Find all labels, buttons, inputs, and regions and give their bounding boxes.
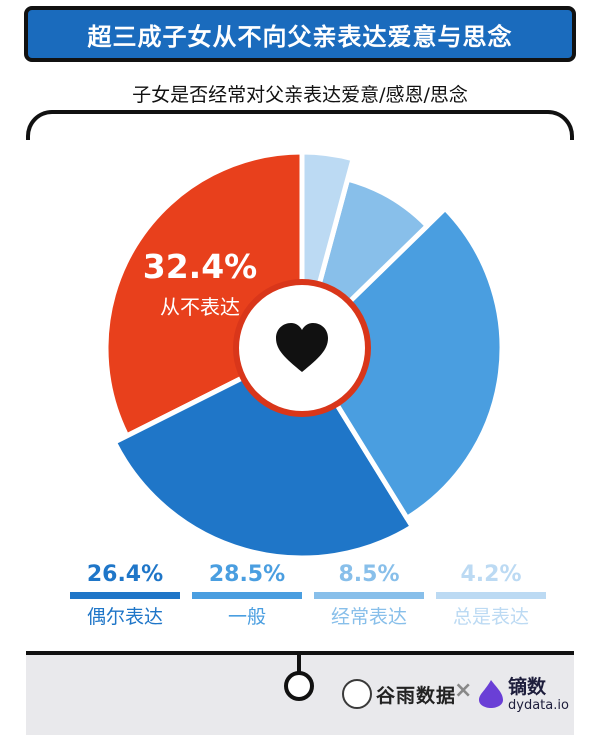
legend-swatch	[436, 592, 546, 599]
legend-swatch	[70, 592, 180, 599]
legend-value: 26.4%	[86, 562, 164, 587]
legend-label: 一般	[227, 606, 266, 628]
pie-chart: 32.4% 从不表达	[103, 149, 505, 560]
highlight-value: 32.4%	[143, 247, 258, 286]
legend-item: 8.5% 经常表达	[314, 560, 424, 629]
legend-label: 偶尔表达	[86, 606, 163, 628]
guyu-brand-name: 谷雨数据	[376, 684, 457, 707]
legend-value: 4.2%	[460, 562, 522, 587]
legend: 26.4% 偶尔表达 28.5% 一般 8.5% 经常表达 4.2% 总是表达	[0, 560, 600, 640]
page-title: 超三成子女从不向父亲表达爱意与思念	[87, 22, 513, 51]
guyu-brand: 谷雨数据	[342, 676, 456, 712]
frame-top-border	[26, 110, 574, 140]
brand-separator: ×	[454, 678, 473, 703]
dydata-brand: 镝数 dydata.io	[478, 672, 569, 716]
title-banner: 超三成子女从不向父亲表达爱意与思念	[24, 6, 576, 62]
highlight-label: 从不表达	[160, 295, 240, 319]
legend-item: 26.4% 偶尔表达	[70, 560, 180, 629]
footer-stem	[297, 655, 301, 673]
footer-divider	[26, 651, 574, 655]
chart-subtitle: 子女是否经常对父亲表达爱意/感恩/思念	[132, 84, 468, 106]
footer-ring	[284, 671, 314, 701]
legend-value: 28.5%	[208, 562, 286, 587]
pie-slice-2	[111, 345, 415, 560]
legend-item: 28.5% 一般	[192, 560, 302, 629]
legend-label: 总是表达	[452, 606, 529, 628]
pie-slice-3	[299, 205, 505, 521]
legend-swatch	[314, 592, 424, 599]
heart-icon	[276, 323, 328, 372]
legend-item: 4.2% 总是表达	[436, 560, 546, 629]
legend-value: 8.5%	[338, 562, 400, 587]
legend-swatch	[192, 592, 302, 599]
guyu-bird-logo-icon	[342, 679, 372, 709]
legend-label: 经常表达	[330, 606, 407, 628]
dydata-flame-logo-icon	[479, 680, 503, 708]
pie-slices	[103, 149, 505, 560]
dydata-brand-domain: dydata.io	[508, 697, 569, 713]
dydata-brand-name: 镝数	[508, 675, 547, 698]
